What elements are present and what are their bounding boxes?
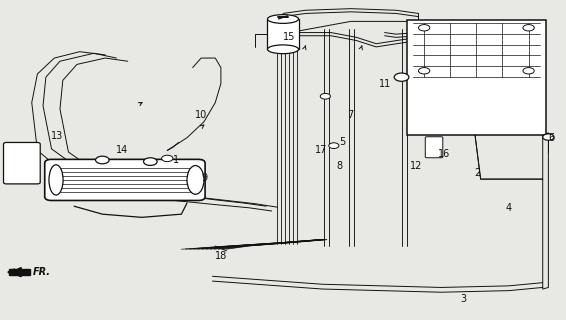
Bar (407, 20, 546, 134)
Ellipse shape (268, 45, 298, 54)
Text: 11: 11 (379, 78, 391, 89)
Circle shape (418, 25, 430, 31)
Circle shape (395, 73, 409, 81)
Circle shape (162, 155, 173, 162)
Text: 8: 8 (336, 161, 342, 172)
FancyBboxPatch shape (425, 137, 443, 158)
Text: 10: 10 (195, 110, 207, 120)
Circle shape (544, 133, 553, 139)
Circle shape (523, 25, 534, 31)
Polygon shape (9, 269, 30, 275)
Circle shape (523, 68, 534, 74)
Text: 2: 2 (475, 168, 481, 178)
Circle shape (329, 143, 339, 148)
Text: 17: 17 (315, 146, 328, 156)
Text: 16: 16 (438, 148, 450, 159)
Text: 12: 12 (409, 161, 422, 172)
Ellipse shape (187, 165, 204, 194)
Text: 5: 5 (339, 138, 345, 148)
FancyBboxPatch shape (3, 142, 40, 184)
Circle shape (418, 68, 430, 74)
Circle shape (96, 156, 109, 164)
Text: FR.: FR. (32, 267, 50, 277)
FancyBboxPatch shape (45, 159, 205, 200)
Bar (268, 19, 298, 49)
Text: 7: 7 (348, 110, 354, 120)
Text: 3: 3 (461, 293, 467, 304)
Text: 18: 18 (215, 251, 227, 260)
Text: 6: 6 (548, 133, 554, 143)
Text: 15: 15 (282, 32, 295, 42)
Ellipse shape (49, 165, 63, 195)
Circle shape (320, 93, 331, 99)
Text: 4: 4 (506, 203, 512, 213)
Text: 13: 13 (51, 131, 63, 141)
Text: 14: 14 (116, 146, 128, 156)
Text: 1: 1 (173, 155, 179, 165)
Ellipse shape (268, 15, 298, 23)
Text: 9: 9 (201, 172, 207, 182)
Circle shape (543, 134, 554, 140)
Circle shape (144, 158, 157, 165)
